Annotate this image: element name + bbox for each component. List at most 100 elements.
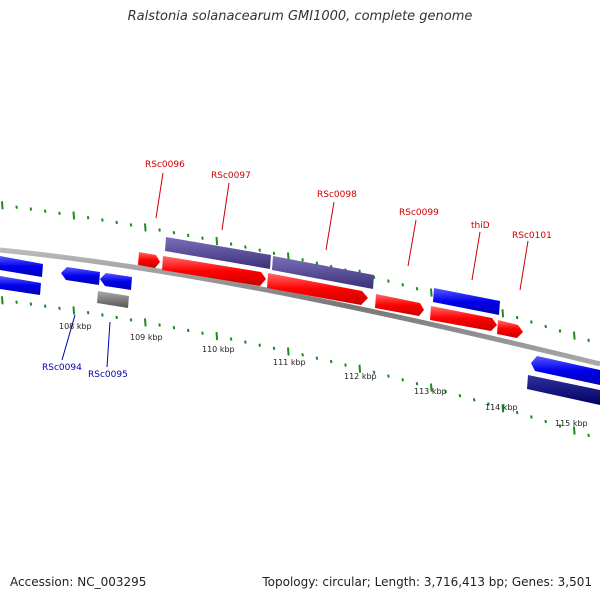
gene-label: RSc0095 [88,370,128,380]
gene-box [527,375,600,405]
minor-tick [15,205,18,209]
gene-label: RSc0094 [42,363,82,373]
gene-label: RSc0099 [399,208,439,218]
major-tick [573,426,576,435]
gene-label: RSc0098 [317,190,357,200]
major-tick [1,201,4,210]
minor-tick [258,248,261,252]
minor-tick [401,283,404,287]
scale-label: 115 kbp [555,419,588,428]
gene-features [0,237,600,405]
minor-tick [372,370,376,374]
minor-tick [544,419,547,424]
minor-tick [587,338,590,342]
minor-tick [415,382,419,386]
minor-tick [329,359,333,364]
lower-tick-row [1,296,590,437]
minor-tick [515,410,519,415]
minor-tick [29,302,33,306]
gene-box [165,237,271,269]
major-tick [215,237,219,246]
gene-labels: RSc0096 RSc0097 RSc0098 RSc0099 thiD RSc… [42,160,552,380]
gene-box [272,256,374,289]
minor-tick [558,424,562,428]
minor-tick [86,216,90,220]
minor-tick [315,356,319,360]
minor-tick [530,320,533,324]
minor-tick [229,337,233,341]
major-tick [430,288,433,297]
minor-tick [244,340,247,344]
minor-tick [172,231,176,235]
minor-tick [487,402,490,406]
major-tick [573,331,576,340]
label-leaders [61,172,529,368]
minor-tick [158,228,161,232]
minor-tick [172,326,176,330]
minor-tick [387,374,390,378]
minor-tick [186,328,190,333]
minor-tick [587,433,590,437]
minor-tick [129,318,133,322]
gene-label: RSc0101 [512,231,552,241]
minor-tick [229,242,233,246]
gene-arrow [100,273,132,290]
minor-tick [344,363,347,367]
minor-tick [301,353,304,357]
upper-tick-row [1,201,590,342]
minor-tick [101,313,104,317]
genome-backbone [0,247,600,367]
major-tick [1,296,4,305]
gene-label: thiD [471,221,490,231]
minor-tick [544,324,547,329]
minor-tick [401,378,404,382]
scale-label: 114 kbp [485,403,518,412]
minor-tick [115,220,118,225]
minor-tick [115,315,118,320]
major-tick [358,364,362,373]
minor-tick [387,279,390,283]
gene-box [433,288,500,315]
gene-arrow [497,320,523,338]
major-tick [144,318,147,327]
minor-tick [15,300,18,304]
major-tick [501,309,505,318]
minor-tick [186,233,190,238]
scale-label: 112 kbp [344,372,377,381]
minor-tick [258,343,261,347]
scale-label: 110 kbp [202,345,235,354]
gene-arrow [430,306,497,331]
minor-tick [29,207,33,211]
scale-label: 113 kbp [414,387,447,396]
minor-tick [530,415,533,419]
scale-label: 111 kbp [273,358,306,367]
minor-tick [86,311,90,315]
minor-tick [415,287,419,291]
minor-tick [129,223,133,227]
gene-label: RSc0097 [211,171,251,181]
minor-tick [272,346,276,350]
accession-text: Accession: NC_003295 [10,575,147,589]
gene-arrow [0,276,41,295]
major-tick [72,211,76,220]
minor-tick [558,329,562,333]
gene-arrow [162,256,266,286]
minor-tick [272,251,276,255]
minor-tick [58,211,61,215]
scale-labels: 108 kbp 109 kbp 110 kbp 111 kbp 112 kbp … [59,322,588,428]
major-tick [501,404,505,413]
minor-tick [515,315,519,320]
minor-tick [244,245,247,249]
minor-tick [58,306,61,310]
minor-tick [301,258,304,262]
minor-tick [472,398,476,402]
minor-tick [315,261,319,265]
gene-arrow [267,273,368,305]
gene-arrow [0,256,43,277]
minor-tick [101,218,104,222]
gene-arrow [61,267,100,285]
gene-box [97,291,129,308]
gene-arrow [531,356,600,385]
minor-tick [458,394,462,398]
